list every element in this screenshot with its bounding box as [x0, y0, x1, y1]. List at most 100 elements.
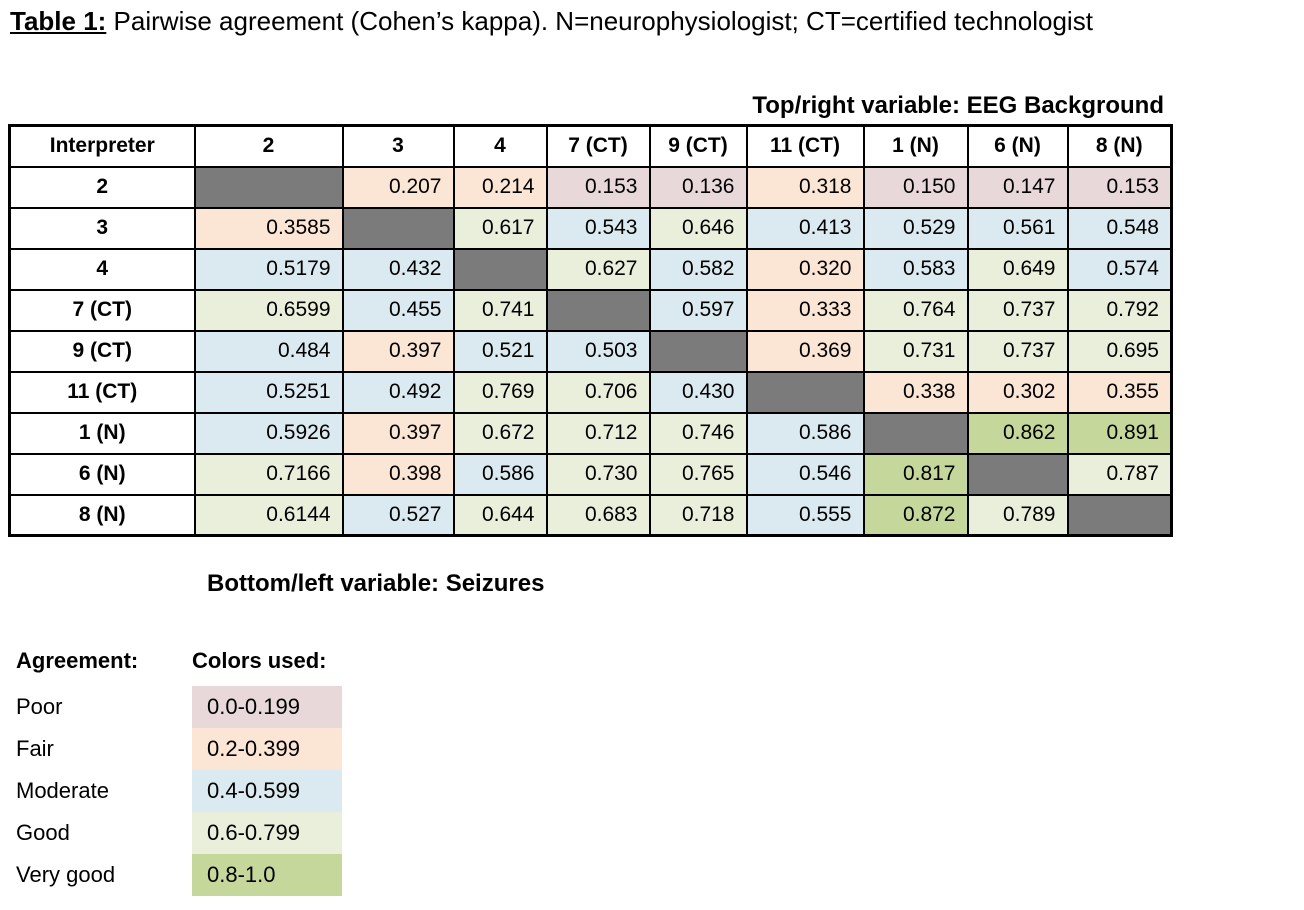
kappa-cell: 0.769: [452, 370, 548, 414]
legend-swatch: 0.8-1.0: [192, 854, 342, 896]
kappa-cell: 0.586: [452, 452, 548, 496]
diagonal-cell: [1066, 493, 1173, 537]
kappa-cell: 0.787: [1066, 452, 1173, 496]
kappa-cell: 0.712: [545, 411, 651, 455]
kappa-cell: 0.5251: [193, 370, 344, 414]
bottom-variable-label: Bottom/left variable: Seizures: [207, 570, 545, 597]
legend-swatch: 0.6-0.799: [192, 812, 342, 854]
kappa-cell: 0.3585: [193, 206, 344, 250]
column-header: 1 (N): [862, 124, 969, 168]
kappa-cell: 0.644: [452, 493, 548, 537]
page-title: Table 1: Pairwise agreement (Cohen’s kap…: [10, 6, 1093, 37]
kappa-cell: 0.7166: [193, 452, 344, 496]
legend-swatch: 0.0-0.199: [192, 686, 342, 728]
table-row: 2 0.207 0.214 0.153 0.136 0.318 0.150 0.147 0.15…: [8, 165, 1173, 209]
kappa-cell: 0.718: [648, 493, 748, 537]
kappa-cell: 0.6144: [193, 493, 344, 537]
row-header: 3: [8, 206, 196, 250]
kappa-cell: 0.320: [745, 247, 865, 291]
kappa-cell: 0.5179: [193, 247, 344, 291]
kappa-cell: 0.792: [1066, 288, 1173, 332]
legend-row: Very good 0.8-1.0: [16, 854, 342, 896]
kappa-cell: 0.153: [1066, 165, 1173, 209]
top-variable-label: Top/right variable: EEG Background: [752, 92, 1164, 119]
legend-rows: Poor 0.0-0.199 Fair 0.2-0.399 Moderate 0.4-0.…: [16, 686, 342, 896]
kappa-cell: 0.302: [966, 370, 1069, 414]
kappa-cell: 0.430: [648, 370, 748, 414]
kappa-cell: 0.862: [966, 411, 1069, 455]
table-row: 7 (CT) 0.6599 0.455 0.741 0.597 0.333 0.764 0.7…: [8, 288, 1173, 332]
kappa-cell: 0.543: [545, 206, 651, 250]
table-number-label: Table 1:: [10, 6, 107, 36]
kappa-cell: 0.555: [745, 493, 865, 537]
kappa-cell: 0.207: [341, 165, 455, 209]
kappa-cell: 0.737: [966, 288, 1069, 332]
table-row: 8 (N) 0.6144 0.527 0.644 0.683 0.718 0.555 0.87…: [8, 493, 1173, 537]
row-header: 6 (N): [8, 452, 196, 496]
legend-label: Moderate: [16, 778, 109, 803]
kappa-cell: 0.706: [545, 370, 651, 414]
column-header: 2: [193, 124, 344, 168]
diagonal-cell: [648, 329, 748, 373]
table-row: 3 0.3585 0.617 0.543 0.646 0.413 0.529 0.561 0.5…: [8, 206, 1173, 250]
row-header: 2: [8, 165, 196, 209]
kappa-cell: 0.527: [341, 493, 455, 537]
row-header: 8 (N): [8, 493, 196, 537]
kappa-cell: 0.397: [341, 329, 455, 373]
kappa-cell: 0.333: [745, 288, 865, 332]
kappa-cell: 0.492: [341, 370, 455, 414]
legend-row: Fair 0.2-0.399: [16, 728, 342, 770]
legend-swatch: 0.4-0.599: [192, 770, 342, 812]
row-header: 7 (CT): [8, 288, 196, 332]
legend-range: 0.6-0.799: [207, 820, 300, 845]
diagonal-cell: [452, 247, 548, 291]
legend-range: 0.0-0.199: [207, 694, 300, 719]
column-header: 8 (N): [1066, 124, 1173, 168]
diagonal-cell: [862, 411, 969, 455]
kappa-cell: 0.150: [862, 165, 969, 209]
kappa-cell: 0.338: [862, 370, 969, 414]
kappa-cell: 0.597: [648, 288, 748, 332]
legend-label: Fair: [16, 736, 54, 761]
table-row: 9 (CT) 0.484 0.397 0.521 0.503 0.369 0.731 0.73…: [8, 329, 1173, 373]
kappa-cell: 0.741: [452, 288, 548, 332]
column-header: 11 (CT): [745, 124, 865, 168]
legend-row: Good 0.6-0.799: [16, 812, 342, 854]
kappa-cell: 0.817: [862, 452, 969, 496]
column-header: 4: [452, 124, 548, 168]
kappa-cell: 0.5926: [193, 411, 344, 455]
kappa-cell: 0.529: [862, 206, 969, 250]
kappa-cell: 0.582: [648, 247, 748, 291]
kappa-cell: 0.683: [545, 493, 651, 537]
kappa-cell: 0.617: [452, 206, 548, 250]
kappa-cell: 0.521: [452, 329, 548, 373]
legend-row: Moderate 0.4-0.599: [16, 770, 342, 812]
kappa-cell: 0.318: [745, 165, 865, 209]
table-row: 1 (N) 0.5926 0.397 0.672 0.712 0.746 0.586 0.86…: [8, 411, 1173, 455]
diagonal-cell: [545, 288, 651, 332]
table-row: 6 (N) 0.7166 0.398 0.586 0.730 0.765 0.546 0.81…: [8, 452, 1173, 496]
kappa-cell: 0.432: [341, 247, 455, 291]
table-body: 2 0.207 0.214 0.153 0.136 0.318 0.150 0.147 0.15…: [8, 165, 1173, 537]
kappa-cell: 0.546: [745, 452, 865, 496]
legend-range: 0.2-0.399: [207, 736, 300, 761]
column-header: 7 (CT): [545, 124, 651, 168]
kappa-cell: 0.730: [545, 452, 651, 496]
colors-used-header: Colors used:: [192, 648, 327, 673]
column-header: 9 (CT): [648, 124, 748, 168]
kappa-cell: 0.646: [648, 206, 748, 250]
column-header: 6 (N): [966, 124, 1069, 168]
kappa-cell: 0.147: [966, 165, 1069, 209]
diagonal-cell: [341, 206, 455, 250]
kappa-cell: 0.872: [862, 493, 969, 537]
kappa-cell: 0.398: [341, 452, 455, 496]
legend: Agreement: Colors used: Poor 0.0-0.199 Fai…: [16, 648, 342, 896]
kappa-cell: 0.503: [545, 329, 651, 373]
row-header: 9 (CT): [8, 329, 196, 373]
legend-label: Poor: [16, 694, 63, 719]
kappa-cell: 0.737: [966, 329, 1069, 373]
diagonal-cell: [193, 165, 344, 209]
